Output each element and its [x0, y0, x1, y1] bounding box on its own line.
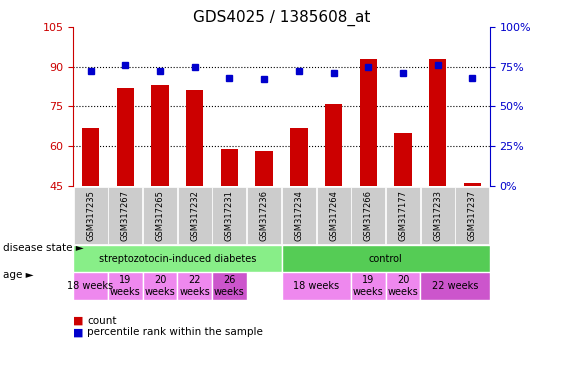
Bar: [290, 127, 307, 186]
Bar: [394, 133, 412, 186]
FancyBboxPatch shape: [143, 187, 177, 244]
Text: 19
weeks: 19 weeks: [110, 275, 141, 297]
FancyBboxPatch shape: [282, 187, 316, 244]
Bar: [151, 85, 169, 186]
Text: ■: ■: [73, 327, 84, 337]
Text: GSM317233: GSM317233: [434, 190, 442, 241]
Bar: [360, 59, 377, 186]
FancyBboxPatch shape: [247, 187, 281, 244]
Text: control: control: [369, 253, 403, 264]
Text: GSM317177: GSM317177: [399, 190, 408, 241]
FancyBboxPatch shape: [421, 272, 490, 300]
FancyBboxPatch shape: [351, 187, 385, 244]
Text: 22 weeks: 22 weeks: [432, 281, 479, 291]
Text: ■: ■: [73, 316, 84, 326]
Text: GSM317232: GSM317232: [190, 190, 199, 241]
Text: 18 weeks: 18 weeks: [293, 281, 339, 291]
FancyBboxPatch shape: [212, 272, 247, 300]
Text: 20
weeks: 20 weeks: [145, 275, 175, 297]
FancyBboxPatch shape: [74, 187, 108, 244]
FancyBboxPatch shape: [142, 272, 177, 300]
Text: GSM317231: GSM317231: [225, 190, 234, 241]
Bar: [429, 59, 446, 186]
FancyBboxPatch shape: [282, 245, 490, 272]
Text: GSM317266: GSM317266: [364, 190, 373, 241]
FancyBboxPatch shape: [455, 187, 489, 244]
Text: GSM317234: GSM317234: [294, 190, 303, 241]
Text: GSM317236: GSM317236: [260, 190, 269, 241]
FancyBboxPatch shape: [178, 187, 212, 244]
FancyBboxPatch shape: [73, 272, 108, 300]
FancyBboxPatch shape: [108, 272, 142, 300]
FancyBboxPatch shape: [212, 187, 247, 244]
Bar: [221, 149, 238, 186]
Text: 26
weeks: 26 weeks: [214, 275, 245, 297]
Bar: [325, 104, 342, 186]
FancyBboxPatch shape: [421, 187, 455, 244]
FancyBboxPatch shape: [386, 187, 420, 244]
Text: streptozotocin-induced diabetes: streptozotocin-induced diabetes: [99, 253, 256, 264]
FancyBboxPatch shape: [316, 187, 351, 244]
Text: 20
weeks: 20 weeks: [388, 275, 418, 297]
Text: percentile rank within the sample: percentile rank within the sample: [87, 327, 263, 337]
Text: count: count: [87, 316, 117, 326]
Title: GDS4025 / 1385608_at: GDS4025 / 1385608_at: [193, 9, 370, 25]
Bar: [82, 127, 99, 186]
Text: GSM317235: GSM317235: [86, 190, 95, 241]
Text: GSM317265: GSM317265: [155, 190, 164, 241]
Bar: [186, 91, 203, 186]
Text: GSM317264: GSM317264: [329, 190, 338, 241]
Text: disease state ►: disease state ►: [3, 243, 83, 253]
FancyBboxPatch shape: [351, 272, 386, 300]
FancyBboxPatch shape: [282, 272, 351, 300]
FancyBboxPatch shape: [73, 245, 282, 272]
Text: GSM317267: GSM317267: [121, 190, 129, 241]
FancyBboxPatch shape: [108, 187, 142, 244]
FancyBboxPatch shape: [177, 272, 212, 300]
Text: 18 weeks: 18 weeks: [68, 281, 114, 291]
Bar: [117, 88, 134, 186]
Text: 19
weeks: 19 weeks: [353, 275, 383, 297]
FancyBboxPatch shape: [386, 272, 421, 300]
Bar: [464, 183, 481, 186]
Bar: [256, 151, 273, 186]
Text: 22
weeks: 22 weeks: [180, 275, 210, 297]
Text: age ►: age ►: [3, 270, 33, 280]
Text: GSM317237: GSM317237: [468, 190, 477, 241]
